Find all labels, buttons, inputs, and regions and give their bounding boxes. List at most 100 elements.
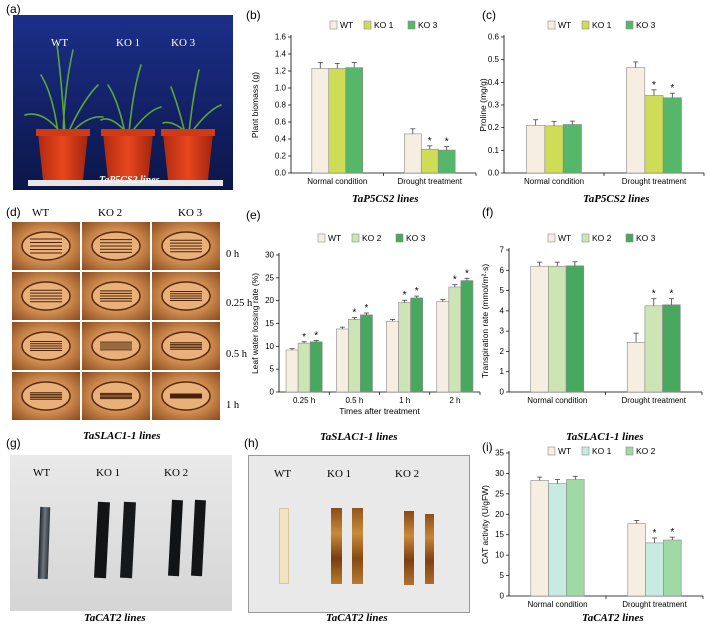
plant-photo-illustration xyxy=(13,15,233,190)
chart-c-legend-label: WT xyxy=(558,20,571,30)
stomata-image xyxy=(82,222,150,270)
caption-i: TaCAT2 lines xyxy=(582,612,644,624)
chart-f-bar-ko2 xyxy=(644,305,663,393)
chart-e-xlabel: Times after treatment xyxy=(339,406,420,416)
panel-label-f: (f) xyxy=(482,205,494,219)
chart-e-significance: * xyxy=(415,286,419,297)
stomata-drawing xyxy=(21,331,71,361)
chart-e-significance: * xyxy=(314,330,318,341)
stomata-col-ko2: KO 2 xyxy=(98,207,123,219)
chart-f-ytick-label: 5 xyxy=(500,286,505,295)
chart-b-ytick-label: 1.6 xyxy=(275,33,287,42)
chart-e-bar-wt xyxy=(436,301,450,393)
chart-e-significance: * xyxy=(364,303,368,314)
chart-i-legend-swatch xyxy=(581,446,590,456)
chart-f-legend-label: KO 2 xyxy=(592,233,612,243)
leaf-strip-ko1a-g xyxy=(94,501,110,579)
photo-caption-a: TaP5CS2 lines xyxy=(99,175,160,186)
chart-b-bar-ko1 xyxy=(328,68,347,174)
chart-b-ylabel: Plant biomass (g) xyxy=(250,72,260,138)
stomata-image xyxy=(12,322,80,370)
panel-label-a: (a) xyxy=(6,2,21,16)
leaf-strip-wt-g xyxy=(37,506,51,580)
plant-label-ko1: KO 1 xyxy=(116,37,141,49)
chart-c-ytick-label: 0.2 xyxy=(488,123,500,132)
chart-i-bar-ko2 xyxy=(566,479,585,597)
leaf-strip-ko2b-g xyxy=(191,499,206,577)
chart-f-legend-label: WT xyxy=(558,233,571,243)
panel-label-g: (g) xyxy=(6,436,21,450)
strip-label-ko2-h: KO 2 xyxy=(395,468,420,480)
chart-b-legend-swatch xyxy=(329,20,338,30)
chart-i-legend-swatch xyxy=(625,446,634,456)
chart-i-significance: * xyxy=(670,527,674,538)
stomata-drawing xyxy=(91,381,141,411)
chart-c-bar-ko1 xyxy=(644,95,664,174)
stomata-drawing xyxy=(161,281,211,311)
chart-i-ytick-label: 35 xyxy=(495,449,504,458)
strip-photo-g: WT KO 1 KO 2 xyxy=(10,455,232,611)
chart-f-bar-wt xyxy=(530,265,549,393)
chart-e-ytick-label: 5 xyxy=(270,365,275,374)
chart-c-ytick-label: 0.4 xyxy=(488,78,500,87)
chart-i-significance: * xyxy=(653,528,657,539)
chart-i-ylabel: CAT activity (U/gFW) xyxy=(480,485,490,564)
panel-label-c: (c) xyxy=(482,8,496,22)
stomata-drawing xyxy=(161,381,211,411)
strip-label-ko2-g: KO 2 xyxy=(164,467,189,479)
chart-e-legend-swatch xyxy=(395,233,404,243)
chart-f-category-label: Normal condition xyxy=(527,396,587,405)
chart-b-ytick-label: 0.8 xyxy=(275,101,287,110)
chart-i-bar-ko2 xyxy=(663,539,682,597)
chart-b-bar-wt xyxy=(404,133,422,174)
chart-f-significance: * xyxy=(652,289,656,300)
chart-b-legend-swatch xyxy=(363,20,372,30)
caption-c: TaP5CS2 lines xyxy=(583,193,650,205)
chart-f-category-label: Drought treatment xyxy=(622,396,687,405)
strip-label-ko1-g: KO 1 xyxy=(96,467,121,479)
chart-c-bar-ko3 xyxy=(562,124,582,174)
chart-i-bar-wt xyxy=(627,523,646,597)
chart-c-legend-label: KO 1 xyxy=(592,20,612,30)
chart-b-bar-ko1 xyxy=(420,148,439,174)
chart-e-bar-ko2 xyxy=(448,286,462,393)
chart-e-legend-swatch xyxy=(317,233,326,243)
chart-c-legend-swatch xyxy=(547,20,556,30)
chart-e-bar-ko2 xyxy=(297,342,311,393)
chart-e-plot: 0 5 10 15 20 25 30 Leaf water lossing rate (%) 0… xyxy=(250,233,481,416)
chart-b-category-label: Drought treatment xyxy=(398,177,463,186)
chart-c-ytick-label: 0.5 xyxy=(488,55,500,64)
caption-g: TaCAT2 lines xyxy=(84,612,146,624)
chart-b-legend-label: WT xyxy=(340,20,353,30)
chart-b-significance: * xyxy=(428,136,432,147)
chart-e-significance: * xyxy=(302,332,306,343)
chart-e-significance: * xyxy=(453,275,457,286)
chart-c-ytick-label: 0.3 xyxy=(488,101,500,110)
stomata-drawing xyxy=(161,231,211,261)
strip-photo-h: WT KO 1 KO 2 xyxy=(248,455,470,613)
chart-i-category-label: Drought treatment xyxy=(622,600,687,609)
chart-c-ylabel: Proline (mg/g) xyxy=(478,78,488,132)
chart-i-plot: 0 5 10 15 20 25 30 35 CAT activity (U/gFW) Normal… xyxy=(480,446,704,609)
chart-c-category-label: Drought treatment xyxy=(622,177,687,186)
caption-d: TaSLAC1-1 lines xyxy=(83,430,161,442)
leaf-strip-wt-h xyxy=(279,508,289,584)
leaf-strip-ko2a-g xyxy=(168,499,183,577)
chart-f-ytick-label: 4 xyxy=(500,306,505,315)
chart-f-bar-ko3 xyxy=(565,265,585,393)
chart-i-ytick-label: 5 xyxy=(500,571,505,580)
time-label-05h: 0.5 h xyxy=(226,349,247,360)
chart-c-plot: 0.0 0.1 0.2 0.3 0.4 0.5 0.6 Proline (mg/g) Norma… xyxy=(478,20,705,186)
chart-f-legend-swatch xyxy=(547,233,556,243)
stomata-image xyxy=(12,222,80,270)
stomata-image xyxy=(152,222,220,270)
stomata-drawing xyxy=(21,231,71,261)
stomata-image xyxy=(12,272,80,320)
chart-e-bar-wt xyxy=(386,320,399,393)
chart-c-category-label: Normal condition xyxy=(524,177,584,186)
chart-e-category-label: 0.25 h xyxy=(293,396,315,405)
chart-i-bar-ko1 xyxy=(645,542,664,597)
chart-c-ytick-label: 0.1 xyxy=(488,146,500,155)
chart-b-legend-swatch xyxy=(407,20,416,30)
chart-e-legend-label: KO 2 xyxy=(362,233,382,243)
